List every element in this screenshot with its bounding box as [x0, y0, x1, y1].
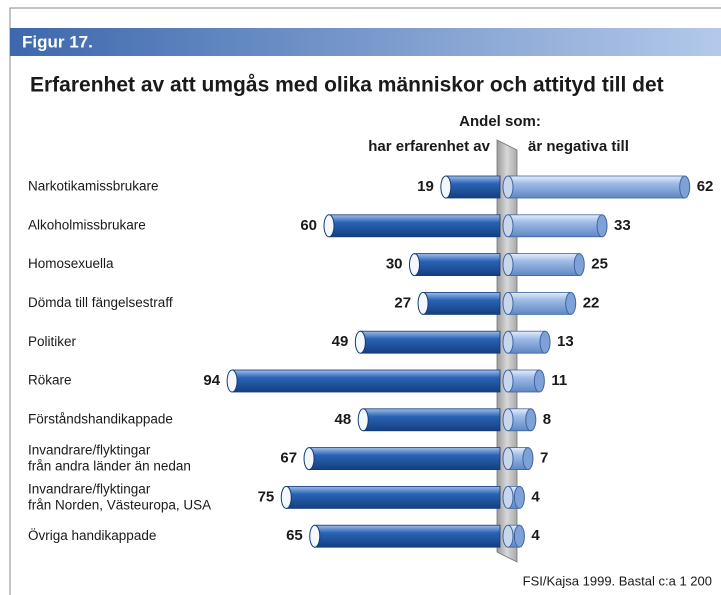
bar: [507, 253, 580, 277]
value-label: 60: [300, 217, 317, 234]
bar-cap: [513, 485, 525, 509]
value-label: 75: [258, 488, 275, 505]
bar: [414, 253, 501, 277]
bar: [507, 214, 603, 238]
value-label: 22: [583, 294, 600, 311]
value-label: 13: [557, 333, 574, 350]
category-label: Rökare: [28, 373, 72, 388]
bar-cap: [502, 214, 514, 238]
bar-cap: [679, 175, 691, 199]
source: FSI/Kajsa 1999. Bastal c:a 1 200: [523, 573, 712, 588]
bar-cap: [309, 524, 321, 548]
value-label: 62: [697, 178, 714, 195]
bar-cap: [280, 485, 292, 509]
legend-right: är negativa till: [528, 138, 629, 155]
bar-cap: [323, 214, 335, 238]
bar: [507, 175, 686, 199]
value-label: 25: [591, 256, 608, 273]
bar: [308, 447, 501, 471]
frame: [9, 7, 721, 595]
value-label: 33: [614, 217, 631, 234]
category-label: Övriga handikappade: [28, 528, 156, 543]
value-label: 67: [280, 450, 297, 467]
bar-cap: [522, 447, 534, 471]
category-label: Dömda till fängelsestraff: [28, 295, 173, 310]
bar: [422, 291, 501, 315]
bar-cap: [502, 369, 514, 393]
chart-title: Erfarenhet av att umgås med olika männis…: [30, 74, 664, 97]
bar-cap: [409, 253, 420, 277]
bar-cap: [502, 175, 514, 199]
bar: [231, 369, 501, 393]
bar: [507, 330, 546, 354]
bar-cap: [502, 291, 514, 315]
bar-cap: [417, 291, 429, 315]
bar: [359, 330, 501, 354]
bar-cap: [502, 330, 514, 354]
header-band: [10, 28, 721, 56]
category-label: Invandrare/flyktingar från andra länder ä…: [28, 442, 191, 473]
bar-cap: [502, 408, 514, 432]
bar: [507, 291, 572, 315]
value-label: 4: [531, 488, 540, 505]
value-label: 65: [286, 527, 303, 544]
category-label: Politiker: [28, 334, 77, 349]
bar-cap: [573, 253, 585, 277]
bar-cap: [502, 253, 514, 277]
value-label: 8: [543, 411, 551, 428]
figure-label: Figur 17.: [22, 32, 93, 51]
value-label: 27: [394, 294, 411, 311]
value-label: 49: [332, 333, 349, 350]
bar-cap: [440, 175, 452, 199]
bar-cap: [502, 524, 514, 548]
category-label: Alkoholmissbrukare: [28, 217, 146, 232]
bar-cap: [502, 485, 514, 509]
bar: [328, 214, 501, 238]
bar-cap: [525, 408, 537, 432]
bar: [285, 485, 501, 509]
value-label: 7: [540, 450, 548, 467]
category-label: Förståndshandikappade: [28, 411, 173, 426]
value-label: 30: [386, 256, 403, 273]
value-label: 4: [531, 527, 540, 544]
category-label: Homosexuella: [28, 256, 114, 271]
value-label: 19: [417, 178, 434, 195]
bar-cap: [596, 214, 608, 238]
value-label: 94: [203, 372, 220, 389]
legend-left: har erfarenhet av: [368, 138, 490, 155]
bar: [314, 524, 501, 548]
bar-cap: [533, 369, 545, 393]
bar-cap: [357, 408, 369, 432]
bar-cap: [565, 291, 577, 315]
bar-cap: [513, 524, 525, 548]
value-label: 11: [551, 372, 567, 389]
bar-cap: [539, 330, 551, 354]
category-label: Narkotikamissbrukare: [28, 179, 159, 194]
category-label: Invandrare/flyktingar från Norden, Västeu…: [28, 481, 211, 512]
bar-cap: [226, 369, 238, 393]
bar: [362, 408, 501, 432]
group-heading: Andel som:: [459, 113, 541, 130]
bar-cap: [502, 447, 514, 471]
value-label: 48: [335, 411, 352, 428]
bar: [445, 175, 501, 199]
bar-cap: [354, 330, 366, 354]
bar-cap: [303, 447, 315, 471]
